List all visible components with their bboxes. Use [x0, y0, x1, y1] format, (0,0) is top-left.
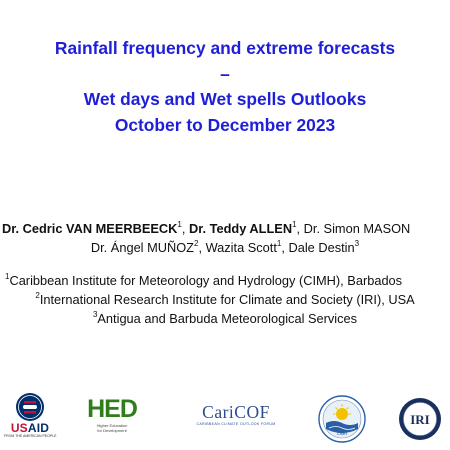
author-munoz: Dr. Ángel MUÑOZ [90, 240, 194, 255]
affiliation-iri: 2International Research Institute for Cl… [0, 290, 450, 309]
affiliation-number: 3 [92, 309, 98, 319]
affiliation-abms: 3Antigua and Barbuda Meteorological Serv… [0, 309, 450, 328]
affiliation-text: International Research Institute for Cli… [39, 292, 415, 307]
usaid-tagline: FROM THE AMERICAN PEOPLE [4, 434, 57, 438]
caricof-logo: CariCOF CARIBBEAN CLIMATE OUTLOOK FORUM [180, 402, 292, 440]
affiliation-text: Caribbean Institute for Meteorology and … [9, 273, 403, 288]
affiliation-text: Antigua and Barbuda Meteorological Servi… [97, 311, 358, 326]
author-affil-mark: 3 [354, 238, 360, 248]
author-line-1: Dr. Cedric VAN MEERBEECK1, Dr. Teddy ALL… [0, 219, 450, 238]
svg-text:IRI: IRI [410, 412, 430, 427]
affiliation-number: 2 [35, 290, 40, 300]
author-scott: , Wazita Scott [198, 240, 277, 255]
author-line-2: Dr. Ángel MUÑOZ2, Wazita Scott1, Dale De… [0, 238, 450, 257]
author-separator: , [181, 221, 189, 236]
author-affil-mark: 1 [292, 219, 297, 229]
title-line-3: October to December 2023 [114, 114, 336, 135]
author-affil-mark: 1 [177, 219, 182, 229]
iri-logo: IRI [398, 397, 442, 441]
author-mason: , Dr. Simon MASON [296, 221, 411, 236]
author-affil-mark: 2 [194, 238, 199, 248]
usaid-wordmark: USAID [10, 421, 50, 435]
affiliation-cimh: 1Caribbean Institute for Meteorology and… [0, 271, 450, 290]
hed-tagline-2: for Development [97, 428, 127, 433]
cimh-emblem-icon: CIMH [318, 395, 366, 443]
affiliation-list: 1Caribbean Institute for Meteorology and… [0, 271, 450, 328]
slide-title: Rainfall frequency and extreme forecasts… [0, 36, 450, 138]
usaid-seal-icon [16, 393, 44, 421]
usaid-logo: USAID FROM THE AMERICAN PEOPLE [4, 392, 56, 448]
author-allen: Dr. Teddy ALLEN [188, 221, 293, 236]
caricof-wordmark: CariCOF [202, 402, 270, 422]
iri-emblem-icon: IRI [399, 398, 441, 440]
author-van-meerbeeck: Dr. Cedric VAN MEERBEECK [2, 221, 178, 236]
hed-wordmark: HED [87, 395, 138, 423]
title-dash: – [220, 63, 230, 84]
affiliation-number: 1 [5, 271, 10, 281]
author-list: Dr. Cedric VAN MEERBEECK1, Dr. Teddy ALL… [0, 219, 450, 257]
author-destin: , Dale Destin [281, 240, 355, 255]
title-line-2: Wet days and Wet spells Outlooks [83, 89, 367, 109]
title-line-1: Rainfall frequency and extreme forecasts [54, 38, 396, 58]
author-affil-mark: 1 [276, 238, 282, 248]
hed-tagline-1: Higher Education [96, 423, 128, 428]
cimh-logo: CIMH [318, 395, 366, 443]
hed-logo: HED Higher Education for Development [86, 396, 138, 446]
svg-text:CIMH: CIMH [337, 431, 347, 436]
caricof-tagline: CARIBBEAN CLIMATE OUTLOOK FORUM [196, 422, 276, 426]
